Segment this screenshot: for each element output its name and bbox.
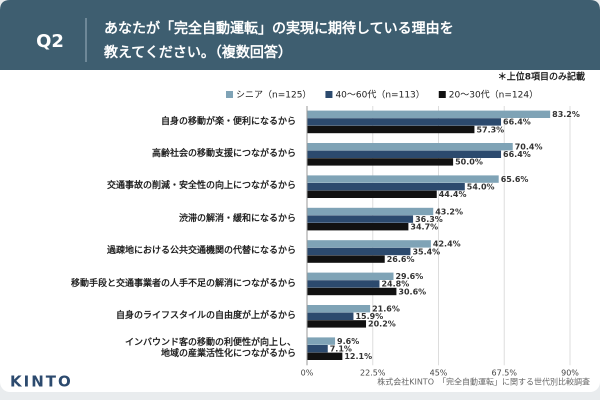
data-label: 42.4% bbox=[433, 240, 461, 249]
bar bbox=[307, 125, 475, 134]
bar bbox=[307, 223, 409, 231]
bar bbox=[307, 143, 513, 151]
data-label: 50.0% bbox=[455, 158, 483, 167]
data-label: 57.3% bbox=[476, 125, 504, 134]
data-label: 12.1% bbox=[344, 352, 372, 361]
y-tick-label: 高齢社会の移動支援につながるから bbox=[151, 148, 296, 159]
bar bbox=[307, 352, 343, 360]
legend-label: シニア（n=125） bbox=[236, 90, 311, 101]
legend-swatch bbox=[438, 91, 446, 98]
bar bbox=[307, 272, 394, 280]
bar bbox=[307, 337, 336, 345]
data-label: 44.4% bbox=[439, 190, 467, 199]
bar bbox=[307, 118, 502, 126]
y-tick-label: 渋滞の解消・緩和になるから bbox=[178, 213, 296, 224]
data-label: 15.9% bbox=[355, 312, 383, 321]
legend-swatch bbox=[226, 91, 233, 98]
bar bbox=[307, 255, 385, 263]
data-label: 29.6% bbox=[395, 272, 423, 281]
bar bbox=[307, 215, 414, 223]
bar bbox=[307, 175, 499, 183]
y-tick-label: 自身のライフスタイルの自由度が上がるから bbox=[115, 310, 296, 321]
data-label: 70.4% bbox=[515, 143, 543, 152]
data-label: 21.6% bbox=[372, 305, 400, 314]
y-tick-label: 交通事故の削減・安全性の向上につながるから bbox=[106, 181, 296, 192]
title-line: 教えてください。（複数回答） bbox=[104, 44, 292, 61]
legend-label: 40～60代（n=113） bbox=[335, 90, 424, 101]
y-tick-label: 自身の移動が楽・便利になるから bbox=[160, 116, 296, 127]
bar bbox=[307, 207, 434, 216]
data-label: 54.0% bbox=[467, 183, 495, 192]
bar bbox=[307, 320, 367, 328]
x-tick-label: 45% bbox=[430, 369, 448, 378]
category-label-box: 渋滞の解消・緩和になるから bbox=[178, 213, 296, 224]
bar bbox=[307, 240, 431, 248]
question-label: Q2 bbox=[36, 31, 64, 52]
data-label: 66.4% bbox=[503, 150, 531, 159]
data-label: 24.8% bbox=[381, 280, 409, 289]
data-label: 43.2% bbox=[435, 207, 463, 216]
y-tick-label: 過疎地における公共交通機関の代替になるから bbox=[106, 246, 296, 257]
category-label-box: 高齢社会の移動支援につながるから bbox=[151, 148, 296, 159]
data-label: 35.4% bbox=[412, 247, 440, 256]
data-label: 26.6% bbox=[387, 255, 415, 264]
y-tick-label: インバウンド客の移動の利便性が向上し、 地域の産業活性化につながるから bbox=[124, 337, 296, 359]
header-band bbox=[0, 0, 600, 70]
data-label: 9.6% bbox=[337, 337, 359, 346]
category-label-box: 自身の移動が楽・便利になるから bbox=[160, 116, 296, 127]
bar bbox=[307, 110, 551, 118]
bar bbox=[307, 190, 437, 198]
x-tick-label: 90% bbox=[561, 369, 579, 378]
bar bbox=[307, 312, 354, 320]
category-label-box: 自身のライフスタイルの自由度が上がるから bbox=[115, 310, 296, 321]
title-line: あなたが「完全自動運転」の実現に期待している理由を bbox=[104, 20, 454, 37]
bar bbox=[307, 247, 411, 256]
bar bbox=[307, 280, 380, 288]
bar bbox=[307, 158, 454, 166]
bar bbox=[307, 150, 502, 158]
x-tick-label: 22.5% bbox=[360, 369, 386, 378]
data-label: 65.6% bbox=[501, 175, 529, 184]
data-label: 34.7% bbox=[410, 223, 438, 232]
data-label: 66.4% bbox=[503, 118, 531, 127]
legend-swatch bbox=[325, 91, 333, 98]
note: ＊上位8項目のみ記載 bbox=[498, 71, 585, 83]
category-label-box: 移動手段と交通事業者の人手不足の解消につながるから bbox=[70, 278, 296, 289]
category-label-box: インバウンド客の移動の利便性が向上し、 地域の産業活性化につながるから bbox=[124, 337, 296, 359]
data-label: 7.1% bbox=[330, 345, 352, 354]
logo: KINTO bbox=[10, 373, 73, 391]
y-tick-label: 移動手段と交通事業者の人手不足の解消につながるから bbox=[70, 278, 296, 289]
data-label: 20.2% bbox=[368, 320, 396, 329]
data-label: 36.3% bbox=[415, 215, 443, 224]
bar bbox=[307, 183, 465, 191]
category-label-box: 交通事故の削減・安全性の向上につながるから bbox=[106, 181, 296, 192]
bar bbox=[307, 287, 397, 296]
bar bbox=[307, 305, 371, 313]
category-label-box: 過疎地における公共交通機関の代替になるから bbox=[106, 246, 296, 257]
x-tick-label: 67.5% bbox=[492, 369, 518, 378]
data-label: 83.2% bbox=[552, 110, 580, 119]
source: 株式会社KINTO 「完全自動運転」に関する世代別比較調査 bbox=[377, 377, 590, 387]
bar bbox=[307, 345, 328, 353]
legend-label: 20～30代（n=124） bbox=[449, 90, 538, 101]
data-label: 30.6% bbox=[398, 287, 426, 296]
x-tick-label: 0% bbox=[301, 369, 314, 378]
